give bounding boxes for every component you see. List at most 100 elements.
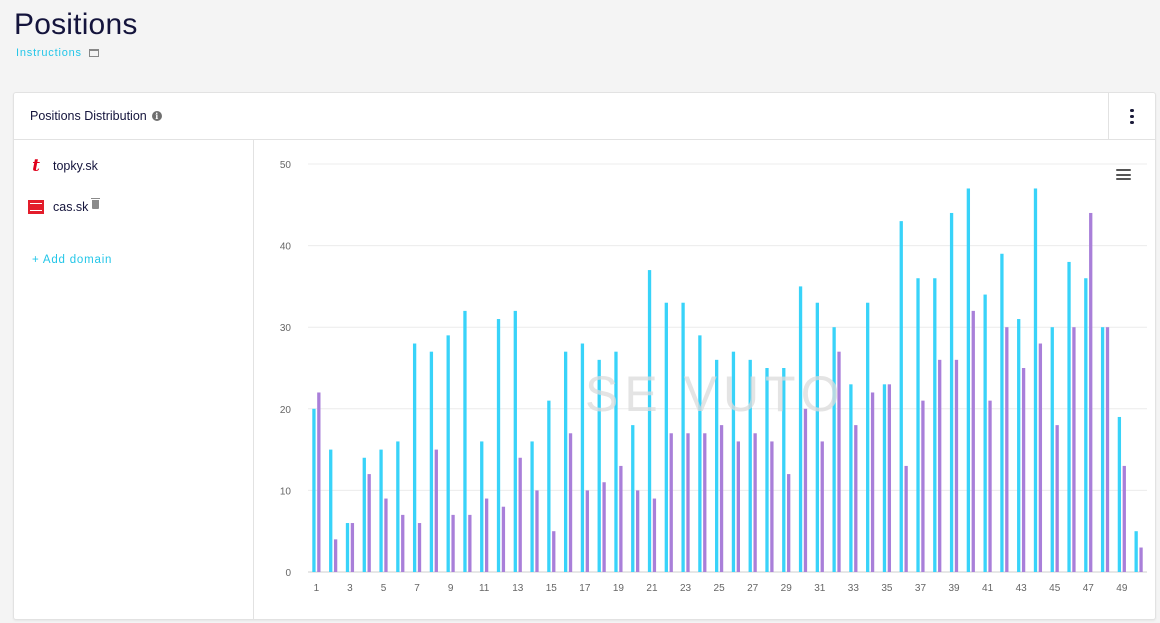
- y-tick-label: 0: [285, 568, 291, 579]
- bar-series-1: [580, 343, 585, 572]
- card-header: Positions Distribution i: [14, 93, 1155, 140]
- x-tick-label: 47: [1083, 583, 1095, 594]
- bar-series-2: [954, 359, 959, 572]
- bar-series-1: [832, 327, 836, 572]
- bar-series-1: [547, 400, 551, 572]
- bar-series-1: [983, 294, 987, 572]
- x-tick-label: 21: [646, 583, 658, 594]
- chart-area: 0 10 20 30 40 50 1 3 5 7 9 11 13 15 17 19 21 23 25 27 29 31 33…: [255, 140, 1155, 619]
- bar-series-2: [484, 498, 489, 572]
- bar-series-1: [312, 408, 316, 572]
- bar-series-1: [849, 384, 853, 572]
- domain-sidebar: t topky.sk cas.sk + Add domain: [14, 140, 254, 619]
- bar-series-1: [798, 286, 803, 572]
- bar-series-1: [563, 351, 568, 572]
- positions-distribution-card: Positions Distribution i t topky.sk cas.…: [13, 92, 1156, 620]
- x-tick-label: 39: [948, 583, 960, 594]
- bar-series-2: [367, 474, 371, 572]
- domain-name: topky.sk: [53, 159, 98, 173]
- bar-series-2: [988, 400, 992, 572]
- bar-series-2: [568, 433, 573, 572]
- bar-series-1: [949, 212, 954, 572]
- bar-series-2: [1038, 343, 1043, 572]
- x-tick-label: 15: [546, 583, 558, 594]
- bar-series-1: [597, 359, 601, 572]
- add-domain-button[interactable]: + Add domain: [32, 254, 113, 266]
- y-tick-label: 30: [280, 323, 292, 334]
- bar-series-2: [384, 498, 388, 572]
- bar-series-2: [333, 539, 338, 572]
- bar-series-2: [753, 433, 757, 572]
- instructions-label: Instructions: [16, 47, 82, 59]
- domain-item-cas[interactable]: cas.sk: [28, 197, 101, 214]
- domain-name: cas.sk: [53, 200, 89, 214]
- y-tick-label: 40: [280, 242, 292, 253]
- bar-series-2: [870, 392, 875, 572]
- topky-favicon-icon: t: [32, 156, 40, 176]
- bar-series-2: [719, 425, 724, 572]
- bar-series-2: [1122, 465, 1126, 572]
- more-options-button[interactable]: [1108, 93, 1155, 140]
- x-tick-label: 31: [814, 583, 826, 594]
- bar-series-2: [434, 449, 438, 572]
- domain-item-topky[interactable]: t topky.sk: [28, 156, 98, 176]
- x-tick-label: 9: [448, 583, 454, 594]
- bar-series-1: [748, 359, 752, 572]
- x-tick-label: 37: [915, 583, 927, 594]
- bar-series-1: [631, 425, 635, 572]
- bar-series-2: [350, 523, 355, 572]
- bar-series-2: [820, 441, 824, 572]
- bar-series-1: [463, 310, 467, 572]
- bar-series-2: [535, 490, 539, 572]
- bar-series-2: [938, 359, 942, 572]
- bar-series-2: [317, 392, 321, 572]
- chart-menu-icon[interactable]: [1116, 169, 1131, 180]
- bar-series-1: [698, 335, 702, 572]
- bar-series-2: [552, 531, 556, 572]
- bar-series-1: [882, 384, 887, 572]
- bar-series-2: [652, 498, 657, 572]
- bar-series-1: [1067, 261, 1071, 572]
- info-icon[interactable]: i: [151, 111, 162, 121]
- bar-series-2: [904, 465, 908, 572]
- bar-series-2: [803, 408, 808, 572]
- bar-series-1: [1084, 278, 1088, 572]
- bar-series-2: [703, 433, 707, 572]
- y-tick-label: 20: [280, 405, 292, 416]
- x-tick-label: 43: [1016, 583, 1028, 594]
- x-tick-label: 3: [347, 583, 353, 594]
- window-icon: [88, 49, 99, 57]
- trash-icon[interactable]: [91, 197, 101, 209]
- bar-series-2: [619, 465, 623, 572]
- bar-series-2: [1105, 327, 1110, 572]
- bar-series-2: [451, 514, 455, 572]
- x-tick-label: 49: [1116, 583, 1128, 594]
- bar-series-1: [1050, 327, 1054, 572]
- bar-series-1: [647, 270, 652, 572]
- bar-series-1: [731, 351, 736, 572]
- bar-series-2: [602, 482, 606, 572]
- bar-series-1: [614, 351, 618, 572]
- bar-series-2: [669, 433, 673, 572]
- bar-series-2: [585, 490, 589, 572]
- bar-series-1: [815, 302, 819, 572]
- bar-series-1: [480, 441, 484, 572]
- kebab-dot-icon: [1130, 114, 1134, 119]
- x-tick-label: 45: [1049, 583, 1061, 594]
- bar-series-1: [379, 449, 383, 572]
- y-tick-label: 10: [280, 486, 292, 497]
- x-tick-label: 33: [848, 583, 860, 594]
- bar-series-1: [496, 319, 501, 572]
- bar-series-1: [1134, 531, 1138, 572]
- bar-series-1: [966, 188, 971, 573]
- page-title: Positions: [14, 8, 138, 41]
- x-tick-label: 25: [714, 583, 726, 594]
- bar-series-2: [417, 523, 422, 572]
- instructions-link[interactable]: Instructions: [16, 47, 99, 59]
- y-tick-label: 50: [280, 160, 292, 171]
- bar-series-1: [866, 302, 870, 572]
- bar-series-2: [921, 400, 925, 572]
- kebab-dot-icon: [1130, 120, 1134, 125]
- bar-series-2: [787, 474, 791, 572]
